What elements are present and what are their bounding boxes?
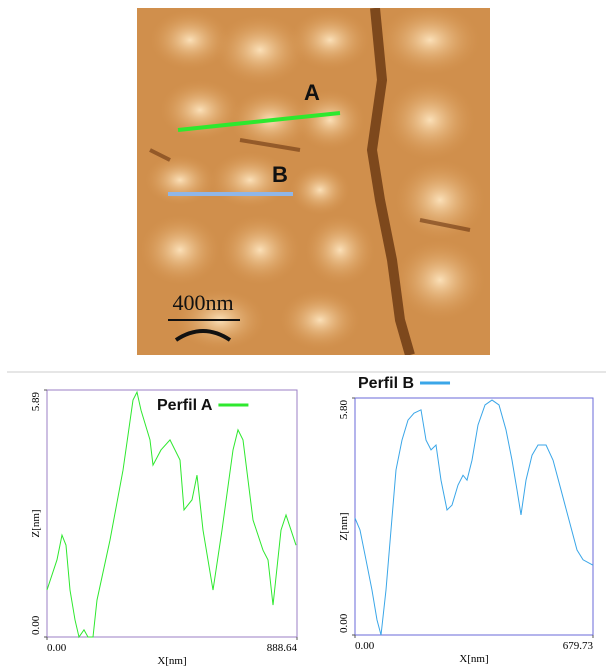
x-tick-label: 0.00 — [47, 642, 67, 654]
x-axis-label: X[nm] — [459, 653, 488, 665]
legend-label: Perfil B — [358, 375, 414, 392]
y-tick-label: 0.00 — [338, 613, 350, 633]
y-tick-label: 5.80 — [338, 400, 350, 420]
legend-label: Perfil A — [157, 397, 213, 414]
x-tick-label: 0.00 — [355, 640, 375, 652]
plot-frame — [354, 397, 594, 636]
y-tick-label: 0.00 — [30, 615, 42, 635]
profile-line-a — [177, 111, 341, 132]
plot-frame — [46, 389, 298, 638]
x-axis-label: X[nm] — [157, 655, 186, 667]
x-tick-label: 888.64 — [267, 642, 298, 654]
y-axis-label: Z[nm] — [30, 509, 42, 537]
scale-bar-label: 400nm — [172, 290, 233, 315]
label-b: B — [272, 162, 288, 187]
scale-bar-arc — [174, 329, 232, 342]
label-a: A — [304, 80, 320, 105]
y-tick-label: 5.89 — [30, 392, 42, 412]
data-line — [46, 390, 297, 639]
y-axis-label: Z[nm] — [338, 512, 350, 540]
x-tick-label: 679.73 — [563, 640, 594, 652]
data-line — [354, 399, 594, 636]
